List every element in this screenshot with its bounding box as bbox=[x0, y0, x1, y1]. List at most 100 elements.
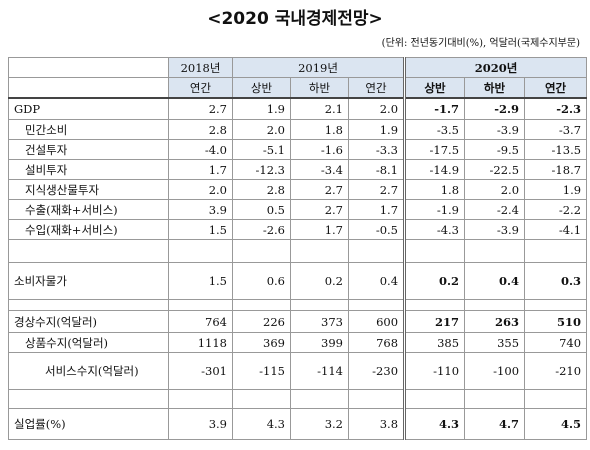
row-label: 민간소비 bbox=[8, 119, 169, 140]
year-header: 2020년 bbox=[403, 57, 588, 78]
value-cell: -22.5 bbox=[464, 159, 526, 180]
row-label: 경상수지(억달러) bbox=[8, 310, 169, 333]
spacer-row bbox=[8, 389, 588, 409]
value-cell: 1.7 bbox=[168, 159, 233, 180]
value-cell: 3.9 bbox=[168, 408, 233, 440]
value-cell: 1.7 bbox=[290, 219, 349, 240]
table-row: 지식생산물투자 2.0 2.8 2.7 2.7 1.8 2.0 1.9 bbox=[8, 179, 588, 200]
value-cell: -12.3 bbox=[232, 159, 291, 180]
value-cell: 2.8 bbox=[232, 179, 291, 200]
value-cell: -8.1 bbox=[347, 159, 406, 180]
value-cell: 0.4 bbox=[464, 262, 526, 300]
empty-cell bbox=[524, 239, 588, 263]
value-cell: -115 bbox=[232, 352, 291, 390]
value-cell: -17.5 bbox=[403, 139, 466, 160]
value-cell: 1118 bbox=[168, 332, 233, 353]
value-cell: 2.0 bbox=[232, 119, 291, 140]
value-cell: 263 bbox=[464, 310, 526, 333]
value-cell: 1.5 bbox=[168, 219, 233, 240]
value-cell: -3.4 bbox=[290, 159, 349, 180]
empty-cell bbox=[168, 239, 233, 263]
empty-cell bbox=[8, 239, 169, 263]
value-cell: 2.8 bbox=[168, 119, 233, 140]
value-cell: 355 bbox=[464, 332, 526, 353]
value-cell: -2.9 bbox=[464, 97, 526, 120]
value-cell: -114 bbox=[290, 352, 349, 390]
value-cell: -4.1 bbox=[524, 219, 588, 240]
value-cell: -2.4 bbox=[464, 199, 526, 220]
value-cell: 4.7 bbox=[464, 408, 526, 440]
spacer-row bbox=[8, 299, 588, 311]
value-cell: 764 bbox=[168, 310, 233, 333]
value-cell: -2.2 bbox=[524, 199, 588, 220]
value-cell: -3.9 bbox=[464, 119, 526, 140]
empty-cell bbox=[290, 389, 349, 409]
value-cell: 385 bbox=[403, 332, 466, 353]
unit-note: (단위: 전년동기대비(%), 억달러(국제수지부문) bbox=[381, 38, 580, 49]
value-cell: -301 bbox=[168, 352, 233, 390]
value-cell: 2.0 bbox=[168, 179, 233, 200]
spacer-row bbox=[8, 239, 588, 263]
value-cell: 1.9 bbox=[524, 179, 588, 200]
value-cell: 3.8 bbox=[347, 408, 406, 440]
empty-cell bbox=[403, 299, 466, 311]
row-label: 지식생산물투자 bbox=[8, 179, 169, 200]
table-row: 상품수지(억달러) 1118 369 399 768 385 355 740 bbox=[8, 332, 588, 353]
empty-cell bbox=[464, 389, 526, 409]
value-cell: 3.9 bbox=[168, 199, 233, 220]
empty-cell bbox=[464, 239, 526, 263]
value-cell: 0.2 bbox=[290, 262, 349, 300]
row-label: 서비스수지(억달러) bbox=[8, 352, 169, 390]
period-header: 상반 bbox=[232, 77, 291, 99]
row-label: 수입(재화+서비스) bbox=[8, 219, 169, 240]
value-cell: 1.8 bbox=[290, 119, 349, 140]
value-cell: 1.5 bbox=[168, 262, 233, 300]
table-row: 실업률(%) 3.9 4.3 3.2 3.8 4.3 4.7 4.5 bbox=[8, 408, 588, 440]
value-cell: 510 bbox=[524, 310, 588, 333]
empty-cell bbox=[290, 239, 349, 263]
value-cell: 2.7 bbox=[290, 199, 349, 220]
value-cell: 0.2 bbox=[403, 262, 466, 300]
value-cell: -3.9 bbox=[464, 219, 526, 240]
value-cell: -2.6 bbox=[232, 219, 291, 240]
value-cell: 0.3 bbox=[524, 262, 588, 300]
value-cell: -5.1 bbox=[232, 139, 291, 160]
row-label: 설비투자 bbox=[8, 159, 169, 180]
forecast-table: 2018년 2019년 2020년 연간 상반 하반 연간 상반 하반 연간 GDP 2.7 1… bbox=[8, 57, 588, 440]
year-header: 2018년 bbox=[168, 57, 233, 78]
value-cell: -1.9 bbox=[403, 199, 466, 220]
empty-cell bbox=[168, 299, 233, 311]
empty-cell bbox=[403, 239, 466, 263]
row-label: 건설투자 bbox=[8, 139, 169, 160]
empty-cell bbox=[464, 299, 526, 311]
empty-cell bbox=[232, 389, 291, 409]
table-row: 수입(재화+서비스) 1.5 -2.6 1.7 -0.5 -4.3 -3.9 -4.1 bbox=[8, 219, 588, 240]
table-row: 설비투자 1.7 -12.3 -3.4 -8.1 -14.9 -22.5 -18.7 bbox=[8, 159, 588, 180]
value-cell: -4.3 bbox=[403, 219, 466, 240]
period-header: 연간 bbox=[168, 77, 233, 99]
value-cell: -9.5 bbox=[464, 139, 526, 160]
value-cell: 2.7 bbox=[168, 97, 233, 120]
value-cell: 768 bbox=[347, 332, 406, 353]
value-cell: 2.0 bbox=[347, 97, 406, 120]
value-cell: 4.3 bbox=[403, 408, 466, 440]
value-cell: -1.7 bbox=[403, 97, 466, 120]
table-row: 소비자물가 1.5 0.6 0.2 0.4 0.2 0.4 0.3 bbox=[8, 262, 588, 300]
value-cell: 3.2 bbox=[290, 408, 349, 440]
value-cell: 1.9 bbox=[347, 119, 406, 140]
period-header: 하반 bbox=[290, 77, 349, 99]
value-cell: 2.1 bbox=[290, 97, 349, 120]
value-cell: -0.5 bbox=[347, 219, 406, 240]
row-label: GDP bbox=[8, 97, 169, 120]
row-label: 실업률(%) bbox=[8, 408, 169, 440]
row-label: 수출(재화+서비스) bbox=[8, 199, 169, 220]
period-header: 연간 bbox=[347, 77, 406, 99]
value-cell: 1.7 bbox=[347, 199, 406, 220]
value-cell: 0.4 bbox=[347, 262, 406, 300]
value-cell: 2.7 bbox=[290, 179, 349, 200]
value-cell: -13.5 bbox=[524, 139, 588, 160]
value-cell: 1.9 bbox=[232, 97, 291, 120]
empty-cell bbox=[524, 389, 588, 409]
table-row: 서비스수지(억달러) -301 -115 -114 -230 -110 -100 -210 bbox=[8, 352, 588, 390]
